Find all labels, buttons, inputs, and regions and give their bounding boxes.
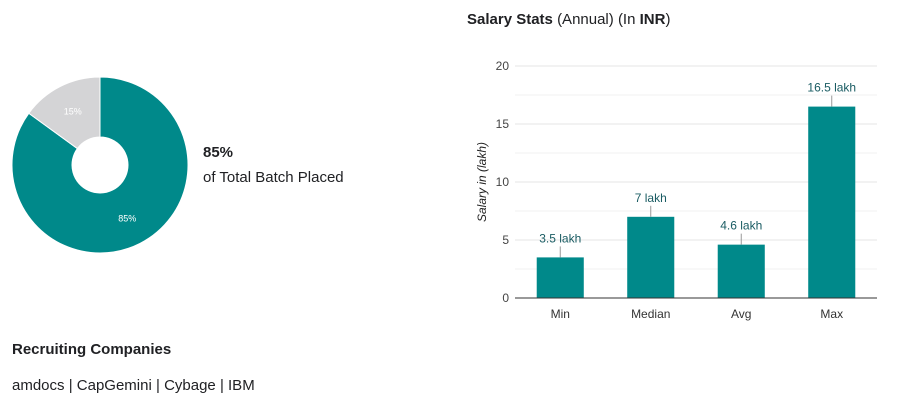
company-name: CapGemini	[77, 377, 152, 394]
company-name: amdocs	[12, 377, 65, 394]
company-separator: |	[156, 377, 160, 394]
placement-donut-chart: 85% 15%	[0, 60, 200, 270]
salary-title-currency: INR	[640, 11, 666, 28]
y-tick-label: 15	[496, 117, 510, 131]
x-tick-label: Min	[551, 307, 570, 321]
y-tick-label: 0	[502, 291, 509, 305]
donut-slice-label: 85%	[118, 213, 136, 223]
recruiting-companies-title: Recruiting Companies	[12, 341, 171, 358]
y-tick-label: 10	[496, 175, 510, 189]
bar-data-label: 3.5 lakh	[539, 231, 581, 245]
salary-title-in: (In	[618, 11, 636, 28]
salary-stats-title: Salary Stats (Annual) (In INR)	[467, 11, 670, 28]
y-tick-label: 5	[502, 233, 509, 247]
bar-min	[537, 257, 584, 298]
salary-bar-chart: 0 5 10 15 20 Salary in (lakh) 3.5 lakh Min 7 lak…	[460, 40, 900, 340]
x-tick-label: Median	[631, 307, 670, 321]
x-tick-label: Avg	[731, 307, 751, 321]
salary-title-main: Salary Stats	[467, 11, 553, 28]
recruiting-companies-list: amdocs | CapGemini | Cybage | IBM	[12, 377, 255, 394]
bar-data-label: 7 lakh	[635, 191, 667, 205]
bar-data-label: 16.5 lakh	[807, 81, 856, 95]
donut-slice-label: 15%	[64, 107, 82, 117]
company-separator: |	[220, 377, 224, 394]
y-axis-title: Salary in (lakh)	[475, 142, 489, 222]
company-name: IBM	[228, 377, 255, 394]
company-separator: |	[69, 377, 73, 394]
salary-title-annual: (Annual)	[557, 11, 614, 28]
bar-median	[627, 217, 674, 298]
bar-max	[808, 107, 855, 298]
salary-title-close: )	[665, 11, 670, 28]
placed-caption: of Total Batch Placed	[203, 169, 344, 186]
x-tick-label: Max	[820, 307, 843, 321]
bar-data-label: 4.6 lakh	[720, 219, 762, 233]
y-tick-label: 20	[496, 59, 510, 73]
bar-avg	[718, 245, 765, 298]
company-name: Cybage	[164, 377, 216, 394]
placed-percent: 85%	[203, 144, 233, 161]
